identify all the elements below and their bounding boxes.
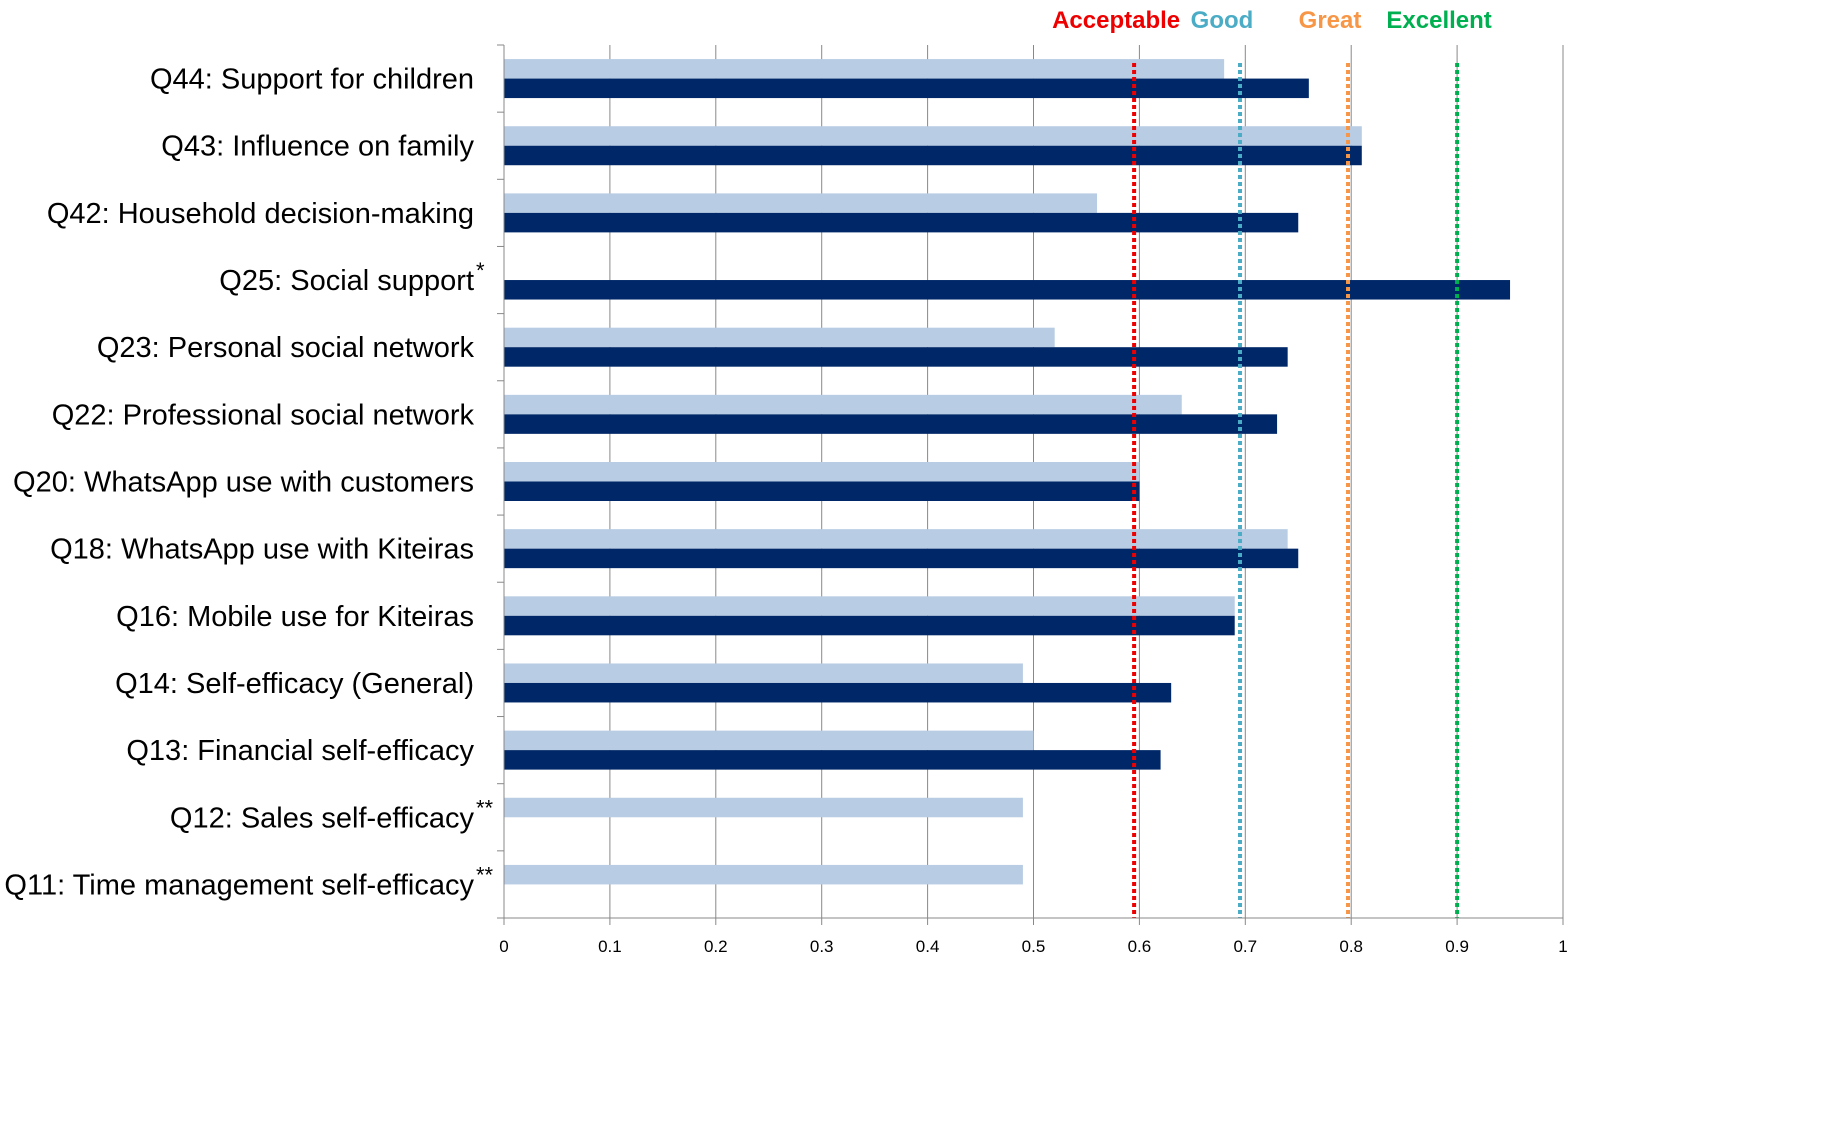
- bar: [504, 347, 1288, 367]
- x-tick-label: 0.4: [916, 937, 940, 956]
- bar: [504, 414, 1278, 434]
- bar: [504, 126, 1362, 146]
- bar: [504, 145, 1362, 166]
- category-label: Q23: Personal social network: [97, 332, 475, 364]
- x-tick-label: 0.8: [1339, 937, 1363, 956]
- bar: [504, 864, 1023, 885]
- reference-label: Acceptable: [1052, 7, 1180, 34]
- category-label: Q25: Social support: [219, 265, 474, 297]
- category-footnote-mark: *: [476, 258, 485, 283]
- x-tick-label: 0.5: [1022, 937, 1046, 956]
- category-label: Q13: Financial self-efficacy: [126, 735, 474, 767]
- reference-label: Good: [1191, 7, 1254, 34]
- reference-label: Great: [1299, 7, 1362, 34]
- category-label: Q43: Influence on family: [161, 131, 474, 163]
- category-label: Q12: Sales self-efficacy: [170, 802, 475, 834]
- bar: [504, 280, 1511, 300]
- category-label: Q11: Time management self-efficacy: [4, 869, 474, 901]
- category-label: Q44: Support for children: [150, 64, 474, 96]
- bar: [504, 394, 1182, 415]
- bars: [504, 59, 1511, 885]
- bar: [504, 481, 1140, 501]
- category-label: Q20: WhatsApp use with customers: [13, 467, 474, 499]
- bar: [504, 462, 1140, 482]
- bar: [504, 78, 1309, 99]
- reference-lines: [1132, 63, 1460, 918]
- category-footnote-mark: **: [476, 795, 494, 820]
- bar: [504, 596, 1235, 616]
- x-tick-labels: 0 0.1 0.2 0.3 0.4 0.5 0.6 0.7 0.8 0.9 1: [499, 937, 1567, 956]
- category-footnote-mark: **: [476, 862, 494, 887]
- x-tick-label: 0.1: [598, 937, 622, 956]
- reference-label: Excellent: [1386, 7, 1491, 34]
- bar: [504, 797, 1023, 818]
- category-label: Q22: Professional social network: [52, 399, 475, 431]
- x-tick-label: 0.9: [1445, 937, 1469, 956]
- x-tick-label: 0.2: [704, 937, 728, 956]
- x-tick-label: 0.7: [1233, 937, 1257, 956]
- category-label: Q42: Household decision-making: [47, 198, 474, 230]
- bar: [504, 212, 1299, 233]
- bar: [504, 59, 1225, 79]
- category-label: Q14: Self-efficacy (General): [115, 668, 474, 700]
- axes: [497, 44, 1564, 925]
- reference-labels: Acceptable Good Great Excellent: [1052, 7, 1492, 34]
- x-tick-label: 0.6: [1128, 937, 1152, 956]
- bar: [504, 730, 1034, 751]
- category-label: Q16: Mobile use for Kiteiras: [116, 601, 474, 633]
- x-tick-label: 0.3: [810, 937, 834, 956]
- category-label: Q18: WhatsApp use with Kiteiras: [50, 534, 474, 566]
- bar: [504, 682, 1172, 703]
- x-tick-label: 0: [499, 937, 508, 956]
- bar: [504, 529, 1288, 549]
- x-tick-label: 1: [1558, 937, 1567, 956]
- bar: [504, 193, 1098, 213]
- bar: [504, 615, 1235, 636]
- bar: [504, 663, 1023, 683]
- bar: [504, 327, 1055, 348]
- bar: [504, 750, 1161, 770]
- category-labels: Q44: Support for children Q43: Influence …: [4, 64, 493, 902]
- bar: [504, 548, 1299, 569]
